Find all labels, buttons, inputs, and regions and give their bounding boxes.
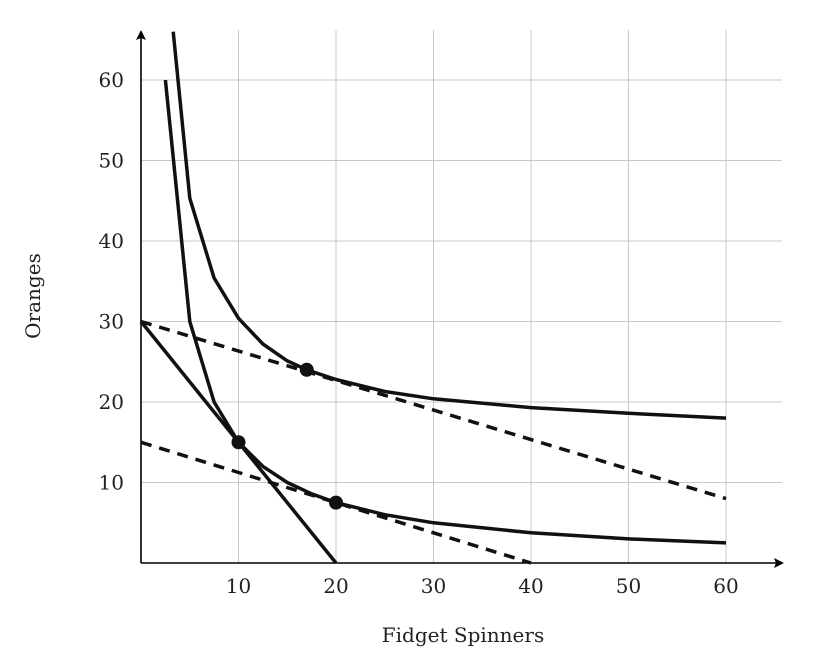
y-tick-label: 50: [99, 149, 124, 173]
y-axis-arrow-icon: [136, 30, 146, 40]
series-line-2: [171, 31, 727, 420]
x-axis-label: Fidget Spinners: [382, 623, 544, 647]
y-tick-labels: 10 20 30 40 50 60: [99, 68, 124, 495]
points: [231, 362, 343, 510]
x-tick-label: 10: [226, 574, 251, 598]
data-point: [231, 435, 246, 450]
x-axis-arrow-icon: [774, 558, 784, 568]
x-tick-label: 50: [616, 574, 641, 598]
y-tick-label: 30: [99, 310, 124, 334]
data-point: [329, 495, 343, 510]
y-tick-label: 60: [99, 68, 124, 92]
grid: [141, 30, 782, 563]
x-tick-label: 20: [323, 574, 348, 598]
axes: [136, 30, 784, 568]
x-tick-label: 60: [713, 574, 738, 598]
x-tick-label: 40: [518, 574, 543, 598]
y-axis-label: Oranges: [21, 253, 45, 339]
y-tick-label: 40: [99, 229, 124, 253]
y-tick-label: 20: [99, 390, 124, 414]
x-tick-labels: 10 20 30 40 50 60: [226, 574, 739, 598]
y-tick-label: 10: [99, 471, 124, 495]
data-point: [299, 362, 314, 377]
series-line-5: [140, 319, 727, 501]
x-tick-label: 30: [421, 574, 446, 598]
